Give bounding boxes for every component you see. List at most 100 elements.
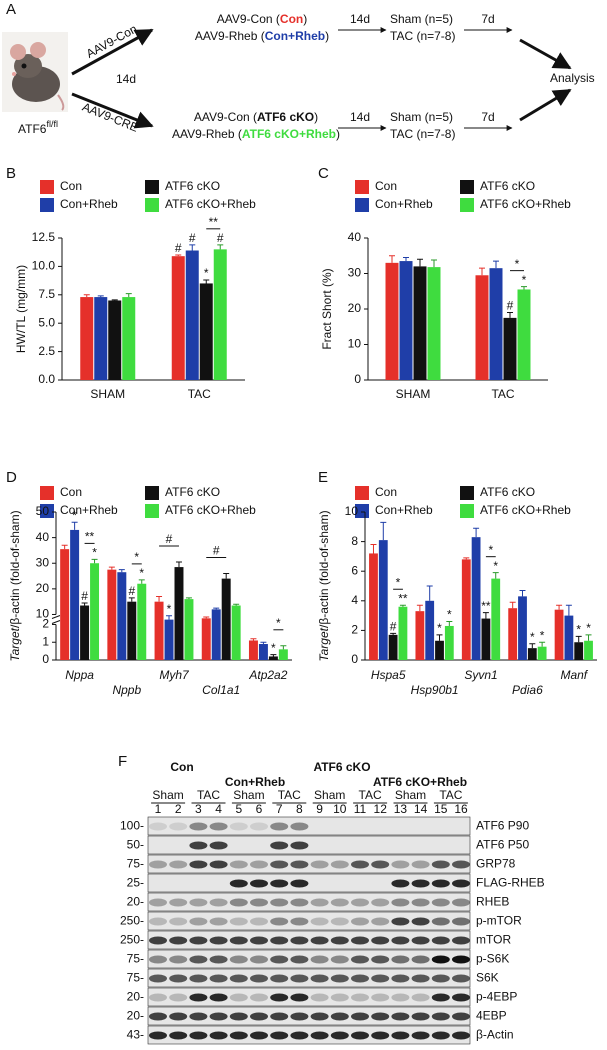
- significance-marker: *: [586, 621, 591, 635]
- blot-band: [250, 860, 268, 869]
- error-bar: [111, 299, 118, 301]
- legend-label: ATF6 cKO: [480, 179, 535, 193]
- legend-swatch: [40, 504, 54, 518]
- error-bar: [250, 638, 257, 641]
- blot-band: [330, 974, 349, 983]
- x-tick-label: TAC: [491, 387, 514, 401]
- protein-label: S6K: [476, 971, 499, 985]
- blot-band: [431, 879, 450, 888]
- legend-swatch: [145, 504, 159, 518]
- blot-band: [189, 993, 208, 1002]
- bar: [574, 642, 584, 660]
- blot-band: [169, 974, 188, 983]
- blot-band: [149, 1031, 167, 1040]
- blot-strip: [147, 987, 471, 1007]
- y-tick-label: 8: [351, 534, 358, 548]
- blot-band: [290, 1031, 309, 1040]
- arm-label: TAC (n=7-8): [390, 127, 455, 141]
- legend-swatch: [355, 198, 369, 212]
- blot-band: [351, 974, 369, 983]
- blot-band: [351, 936, 369, 945]
- blot-band: [310, 860, 329, 869]
- significance-marker: #: [390, 620, 397, 634]
- blot-band: [250, 974, 268, 983]
- error-bar: [91, 558, 98, 564]
- significance-marker: **: [481, 599, 491, 613]
- bar: [399, 261, 413, 380]
- significance-marker: *: [530, 630, 535, 644]
- bar: [413, 266, 427, 380]
- bracket-label: *: [488, 543, 493, 557]
- blot-arm: Sham: [152, 788, 183, 802]
- blot-band: [270, 936, 289, 945]
- legend-label: Con: [60, 485, 82, 499]
- significance-marker: #: [507, 299, 514, 313]
- y-tick-label: 20: [36, 581, 50, 595]
- blot-band: [290, 822, 309, 831]
- error-bar: [473, 527, 480, 538]
- y-tick-label: 6: [351, 563, 358, 577]
- protein-label: p-S6K: [476, 952, 509, 966]
- blot-band: [149, 822, 167, 831]
- lane-number: 3: [195, 802, 202, 816]
- x-tick-label: Hsp90b1: [411, 683, 459, 697]
- y-tick-label: 7.5: [38, 287, 55, 301]
- bar: [435, 640, 444, 660]
- error-bar: [125, 293, 132, 298]
- error-bar: [575, 635, 582, 643]
- bar: [278, 649, 288, 660]
- blot-strip: [147, 949, 471, 969]
- blot-band: [149, 898, 167, 907]
- significance-marker: *: [493, 559, 498, 573]
- significance-marker: *: [522, 273, 527, 287]
- blot-band: [351, 860, 369, 869]
- blot-band: [330, 860, 349, 869]
- y-tick-label: 4: [351, 593, 358, 607]
- blot-band: [411, 1012, 430, 1021]
- blot-band: [452, 1012, 470, 1021]
- blot-group: ATF6 cKO: [313, 760, 370, 774]
- y-axis-label-text: Fract Short (%): [320, 268, 334, 349]
- blot-band: [169, 860, 188, 869]
- blot-band: [229, 993, 248, 1002]
- bar: [70, 529, 80, 660]
- x-tick-label: SHAM: [90, 387, 125, 401]
- bar: [80, 605, 90, 660]
- blot-band: [209, 936, 228, 945]
- blot-band: [290, 898, 309, 907]
- bar: [174, 567, 184, 660]
- blot-band: [452, 917, 470, 926]
- blot-band: [391, 917, 410, 926]
- error-bar: [233, 603, 240, 606]
- legend-swatch: [460, 504, 474, 518]
- blot-band: [351, 898, 369, 907]
- significance-marker: #: [128, 584, 135, 598]
- blot-band: [351, 917, 369, 926]
- blot-band: [330, 1012, 349, 1021]
- blot-band: [411, 860, 430, 869]
- blot-band: [310, 1031, 329, 1040]
- blot-band: [209, 822, 228, 831]
- blot-band: [310, 993, 329, 1002]
- error-bar: [175, 561, 182, 568]
- blot-band: [310, 936, 329, 945]
- mw-marker: 25-: [127, 876, 144, 890]
- blot-strip: [147, 854, 471, 874]
- bar: [184, 599, 194, 660]
- bar: [213, 249, 227, 380]
- blot-band: [229, 974, 248, 983]
- x-tick-label: Pdia6: [512, 683, 543, 697]
- blot-strip: [147, 911, 471, 931]
- bracket-label: #: [213, 544, 220, 558]
- error-bar: [521, 286, 527, 290]
- mw-marker: 20-: [127, 1009, 144, 1023]
- legend-label: Con: [60, 179, 82, 193]
- error-bar: [416, 604, 423, 612]
- bar: [201, 618, 211, 660]
- lane-number: 9: [316, 802, 323, 816]
- error-bar: [539, 641, 546, 647]
- legend-swatch: [355, 486, 369, 500]
- error-bar: [556, 604, 563, 610]
- blot-band: [169, 917, 188, 926]
- blot-band: [250, 955, 268, 964]
